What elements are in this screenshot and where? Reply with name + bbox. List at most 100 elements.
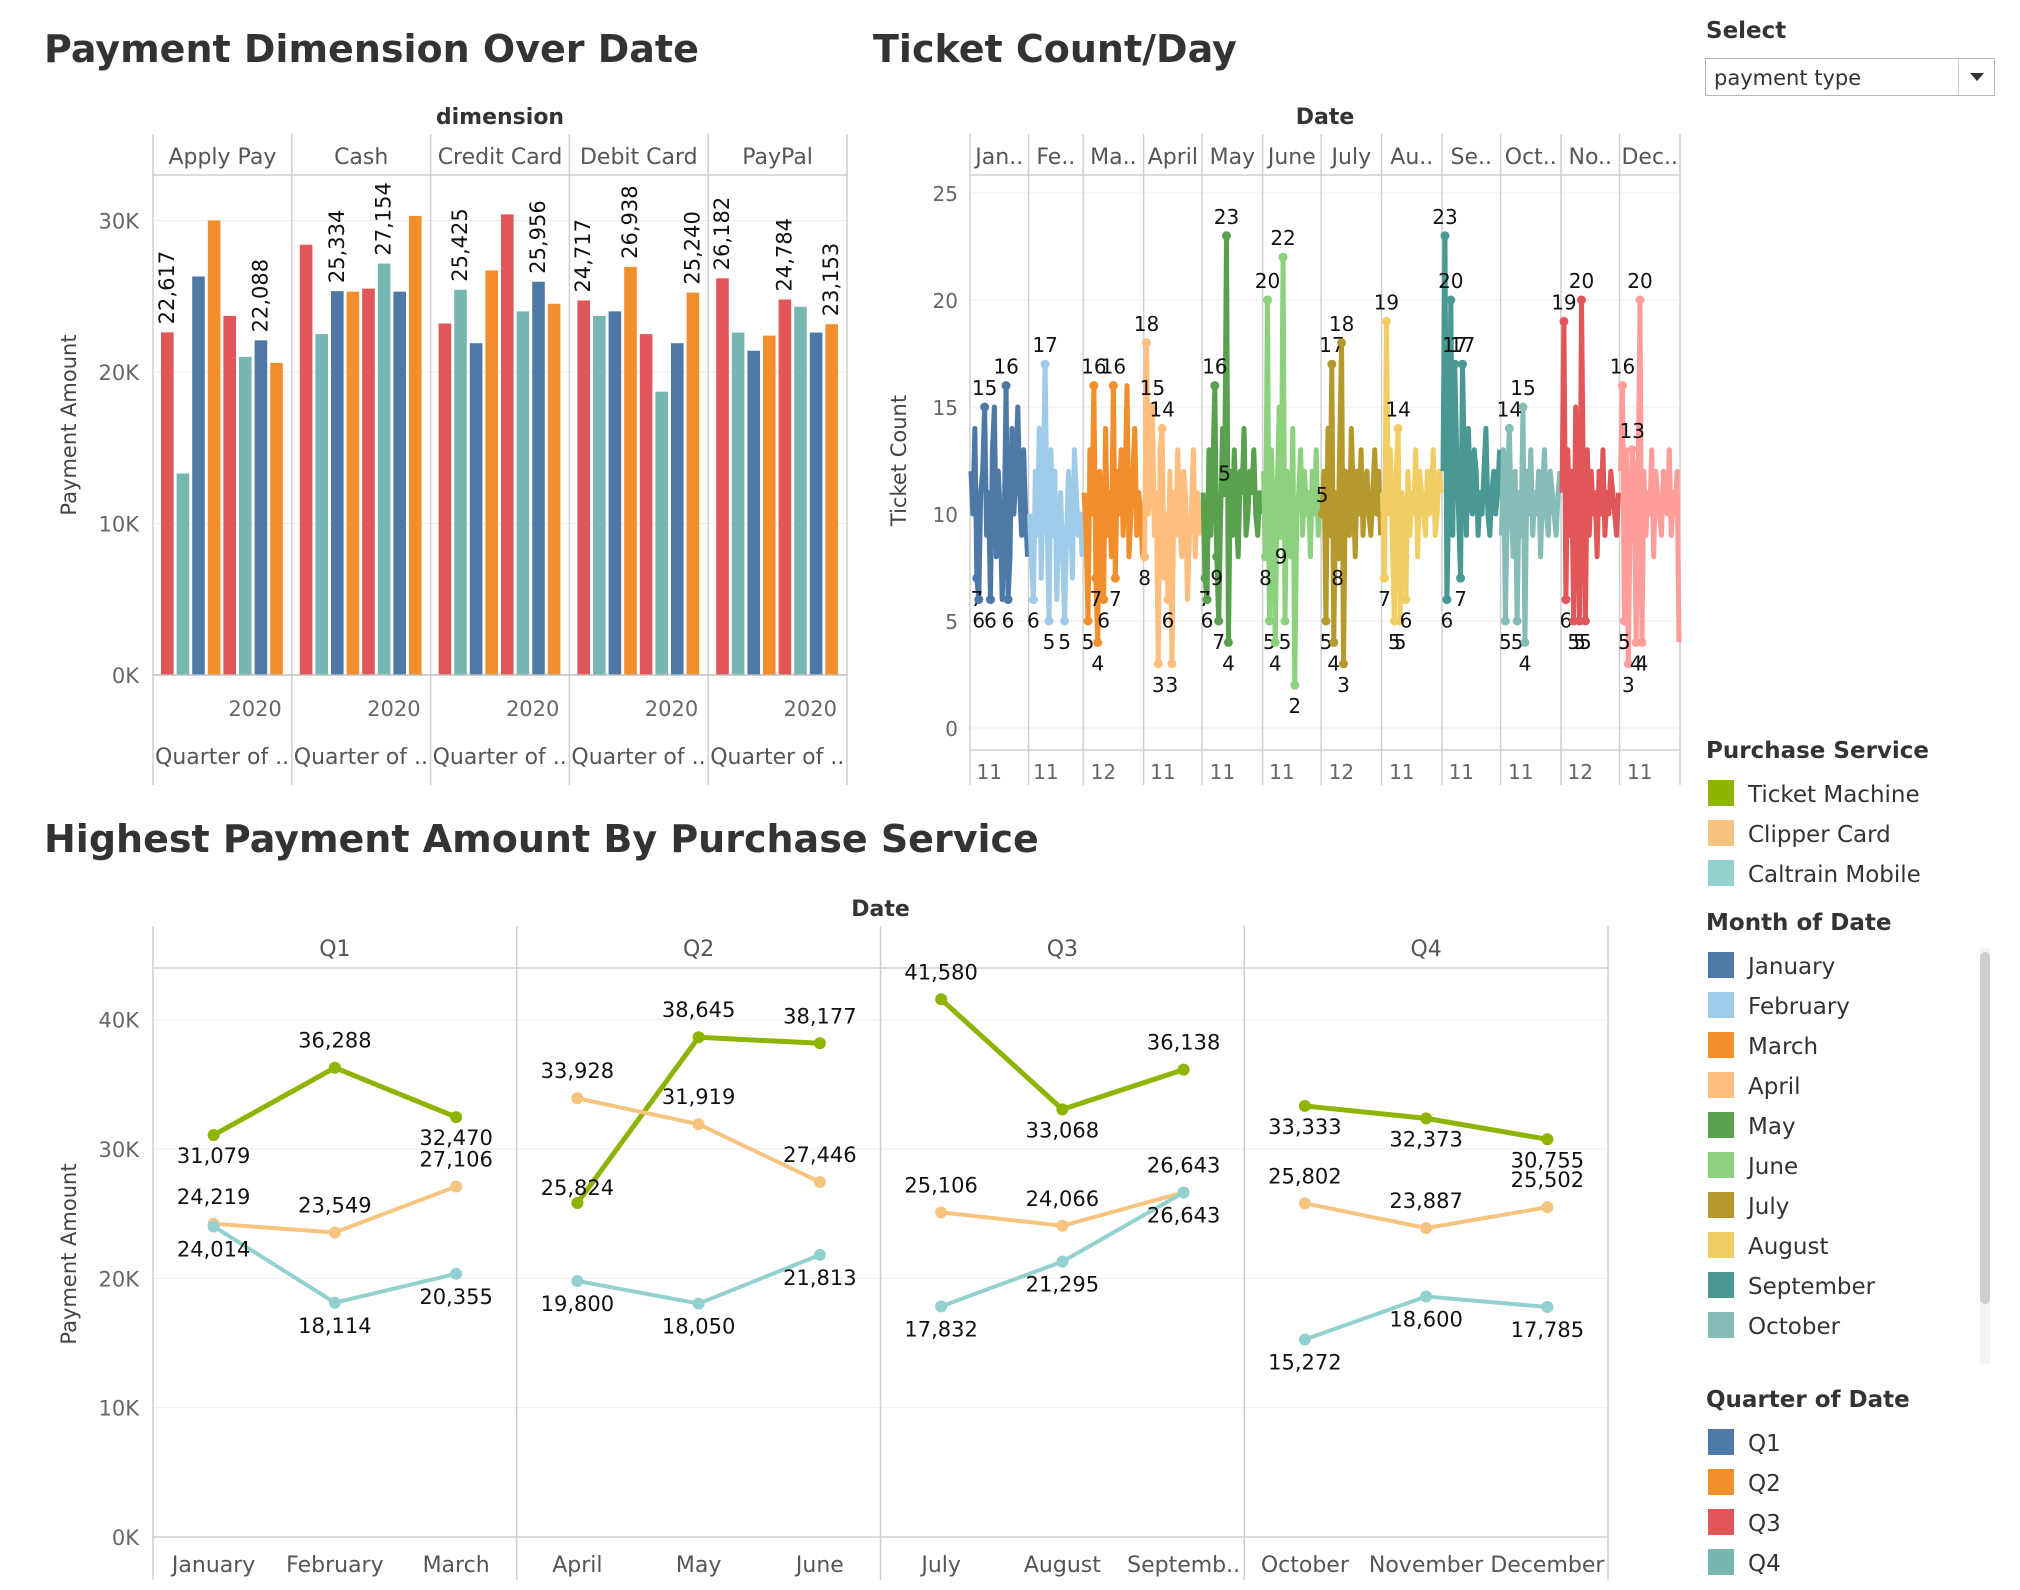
data-point[interactable] bbox=[1056, 1219, 1069, 1232]
data-point[interactable] bbox=[1221, 231, 1231, 241]
quarter-legend-item[interactable]: Q1 bbox=[1748, 1431, 1781, 1457]
data-point[interactable] bbox=[1060, 616, 1070, 626]
data-point[interactable] bbox=[1619, 616, 1629, 626]
purchase-service-legend-swatch[interactable] bbox=[1708, 780, 1734, 806]
month-legend-scroll-thumb[interactable] bbox=[1980, 952, 1990, 1304]
data-point[interactable] bbox=[1327, 359, 1337, 369]
bar[interactable] bbox=[270, 362, 283, 675]
data-point[interactable] bbox=[1500, 616, 1510, 626]
quarter-legend-swatch[interactable] bbox=[1708, 1549, 1734, 1575]
data-point[interactable] bbox=[1637, 637, 1647, 647]
data-point[interactable] bbox=[1093, 637, 1103, 647]
data-point[interactable] bbox=[1379, 573, 1389, 583]
data-point[interactable] bbox=[1153, 659, 1163, 669]
month-legend-swatch[interactable] bbox=[1708, 1192, 1734, 1218]
data-point[interactable] bbox=[1450, 359, 1460, 369]
series-line[interactable] bbox=[212, 1065, 458, 1138]
data-point[interactable] bbox=[1223, 637, 1233, 647]
quarter-legend-item[interactable]: Q3 bbox=[1748, 1511, 1781, 1537]
payment-dimension-chart[interactable]: dimension 0K 10K 20K 30K Payment Amount Apply … bbox=[57, 105, 848, 785]
data-point[interactable] bbox=[1261, 552, 1271, 562]
daily-ticket-line[interactable] bbox=[1380, 318, 1444, 624]
data-point[interactable] bbox=[974, 595, 984, 605]
month-legend-swatch[interactable] bbox=[1708, 1032, 1734, 1058]
daily-ticket-line[interactable] bbox=[1200, 233, 1265, 645]
data-point[interactable] bbox=[328, 1296, 341, 1309]
data-point[interactable] bbox=[571, 1197, 584, 1210]
month-legend-item[interactable]: June bbox=[1746, 1154, 1798, 1180]
data-point[interactable] bbox=[1623, 659, 1633, 669]
month-legend-item[interactable]: August bbox=[1748, 1234, 1829, 1260]
bar[interactable] bbox=[393, 291, 406, 675]
data-point[interactable] bbox=[1202, 595, 1212, 605]
data-point[interactable] bbox=[1214, 616, 1224, 626]
purchase-service-legend-swatch[interactable] bbox=[1708, 820, 1734, 846]
quarter-legend-item[interactable]: Q4 bbox=[1748, 1551, 1781, 1577]
bar[interactable] bbox=[809, 332, 823, 675]
data-point[interactable] bbox=[1290, 680, 1300, 690]
bar[interactable] bbox=[731, 332, 745, 675]
data-point[interactable] bbox=[1541, 1301, 1554, 1314]
data-point[interactable] bbox=[1200, 573, 1210, 583]
data-point[interactable] bbox=[1541, 1201, 1554, 1214]
bar[interactable] bbox=[501, 214, 514, 676]
data-point[interactable] bbox=[1276, 530, 1286, 540]
data-point[interactable] bbox=[1001, 381, 1011, 391]
data-point[interactable] bbox=[1099, 595, 1109, 605]
bar[interactable] bbox=[516, 311, 530, 675]
data-point[interactable] bbox=[328, 1226, 341, 1239]
month-legend-item[interactable]: May bbox=[1748, 1114, 1796, 1140]
data-point[interactable] bbox=[1576, 295, 1586, 305]
highest-payment-chart[interactable]: Date 0K 10K 20K 30K 40K Payment Amount Q1 Januar… bbox=[57, 897, 1609, 1580]
dropdown-button[interactable] bbox=[1958, 59, 1994, 95]
data-point[interactable] bbox=[692, 1297, 705, 1310]
data-point[interactable] bbox=[1393, 423, 1403, 433]
month-legend-item[interactable]: September bbox=[1748, 1274, 1876, 1300]
data-point[interactable] bbox=[692, 1118, 705, 1131]
bar[interactable] bbox=[608, 311, 622, 675]
data-point[interactable] bbox=[328, 1061, 341, 1074]
bar[interactable] bbox=[438, 323, 452, 675]
bar[interactable] bbox=[485, 270, 498, 675]
daily-ticket-line[interactable] bbox=[968, 383, 1031, 603]
bar[interactable] bbox=[825, 324, 838, 675]
quarter-legend-swatch[interactable] bbox=[1708, 1509, 1734, 1535]
data-point[interactable] bbox=[571, 1092, 584, 1105]
data-point[interactable] bbox=[1337, 338, 1347, 348]
data-point[interactable] bbox=[1298, 1099, 1311, 1112]
month-legend-swatch[interactable] bbox=[1708, 1232, 1734, 1258]
data-point[interactable] bbox=[207, 1220, 220, 1233]
bar[interactable] bbox=[778, 299, 792, 675]
month-legend-swatch[interactable] bbox=[1708, 1072, 1734, 1098]
data-point[interactable] bbox=[1401, 595, 1411, 605]
data-point[interactable] bbox=[1298, 1197, 1311, 1210]
data-point[interactable] bbox=[1040, 359, 1050, 369]
data-point[interactable] bbox=[1157, 423, 1167, 433]
data-point[interactable] bbox=[1520, 637, 1530, 647]
bar[interactable] bbox=[671, 343, 684, 675]
data-point[interactable] bbox=[1280, 616, 1290, 626]
bar[interactable] bbox=[239, 356, 252, 675]
data-point[interactable] bbox=[1559, 316, 1569, 326]
data-point[interactable] bbox=[1083, 616, 1093, 626]
data-point[interactable] bbox=[1142, 338, 1152, 348]
data-point[interactable] bbox=[972, 573, 982, 583]
data-point[interactable] bbox=[1420, 1222, 1433, 1235]
bar[interactable] bbox=[192, 276, 205, 675]
data-point[interactable] bbox=[1458, 359, 1468, 369]
bar[interactable] bbox=[223, 315, 236, 675]
purchase-service-legend-swatch[interactable] bbox=[1708, 860, 1734, 886]
bar[interactable] bbox=[161, 332, 174, 675]
data-point[interactable] bbox=[1512, 616, 1522, 626]
data-point[interactable] bbox=[1270, 637, 1280, 647]
data-point[interactable] bbox=[1395, 616, 1405, 626]
bar[interactable] bbox=[686, 292, 700, 675]
bar[interactable] bbox=[254, 340, 268, 675]
purchase-service-legend-item[interactable]: Clipper Card bbox=[1748, 822, 1891, 848]
data-point[interactable] bbox=[935, 993, 948, 1006]
bar[interactable] bbox=[377, 263, 391, 675]
bar[interactable] bbox=[794, 306, 807, 675]
data-point[interactable] bbox=[1140, 552, 1150, 562]
data-point[interactable] bbox=[1056, 1255, 1069, 1268]
data-point[interactable] bbox=[1220, 488, 1230, 498]
